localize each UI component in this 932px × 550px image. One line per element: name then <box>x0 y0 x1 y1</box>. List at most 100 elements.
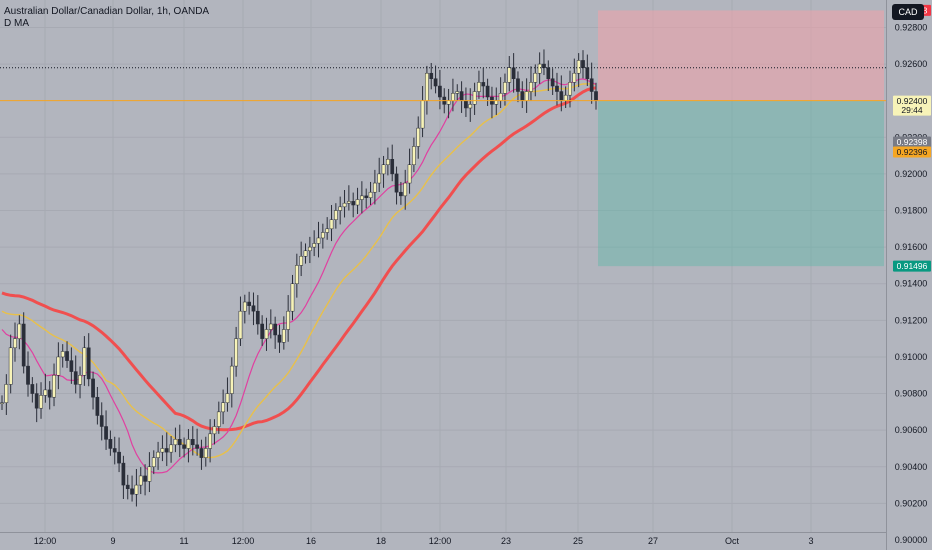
y-tick-label: 0.91400 <box>895 279 928 289</box>
candle-body <box>156 451 160 458</box>
candle-body <box>169 444 173 453</box>
candle-body <box>451 93 455 101</box>
horizontal-lines <box>0 67 886 102</box>
x-tick-label: 11 <box>179 536 188 546</box>
candle-body <box>65 351 69 361</box>
candle-body <box>190 439 195 446</box>
candle-body <box>307 246 312 252</box>
price-tag <box>893 95 931 116</box>
price-tag-countdown: 29:44 <box>901 105 923 115</box>
candle-body <box>334 210 338 220</box>
candle-body <box>494 100 499 105</box>
candle-body <box>21 323 26 367</box>
indicator-label: D MA <box>4 18 29 29</box>
price-tag-label: 0.92400 <box>897 96 928 106</box>
candle-body <box>0 402 4 404</box>
y-tick-label: 0.91200 <box>895 315 928 325</box>
stop-loss-zone <box>598 10 884 101</box>
moving-averages <box>1 78 597 474</box>
candle-body <box>264 329 269 339</box>
candle-body <box>26 365 30 385</box>
y-tick-label: 0.90600 <box>895 425 928 435</box>
x-tick-label: 9 <box>110 536 115 546</box>
candle-body <box>99 415 104 427</box>
candle-body <box>78 375 82 385</box>
candle-body <box>420 100 425 129</box>
candle-body <box>377 173 382 184</box>
candle-body <box>130 488 134 495</box>
candle-body <box>511 67 516 79</box>
candle-body <box>555 85 559 92</box>
candle-body <box>208 433 212 449</box>
candle-body <box>589 78 594 92</box>
candle-body <box>247 301 251 306</box>
candle-body <box>594 91 598 101</box>
candle-body <box>82 347 87 376</box>
candle-body <box>138 475 143 486</box>
candle-body <box>477 82 481 92</box>
y-tick-label: 0.92600 <box>895 59 928 69</box>
candle-body <box>4 384 9 403</box>
candle-body <box>524 91 529 101</box>
symbol-title: Australian Dollar/Canadian Dollar, 1h, O… <box>4 6 210 17</box>
candle-body <box>325 228 330 233</box>
price-tag <box>893 136 931 148</box>
x-tick-label: 12:00 <box>429 536 452 546</box>
candle-body <box>294 265 299 284</box>
candle-body <box>550 78 555 87</box>
candle-body <box>351 201 356 206</box>
candle-body <box>429 72 434 79</box>
candle-body <box>355 199 360 206</box>
candle-body <box>30 384 35 394</box>
y-tick-label: 0.90400 <box>895 462 928 472</box>
candle-body <box>529 82 533 92</box>
price-tag <box>893 260 931 272</box>
x-axis[interactable]: 12:00 9 11 12:00 16 18 12:00 23 25 27 Oct 3 <box>0 532 886 550</box>
candle-body <box>186 439 191 449</box>
candle-body <box>485 85 490 98</box>
candle-body <box>95 396 100 416</box>
candle-body <box>481 82 486 87</box>
candle-body <box>533 72 538 83</box>
y-tick-label: 0.91600 <box>895 242 928 252</box>
candle-body <box>199 448 204 458</box>
candle-body <box>386 159 390 165</box>
moving-average-line <box>1 83 597 459</box>
candle-body <box>498 93 503 101</box>
candle-body <box>39 395 43 409</box>
candle-body <box>342 202 347 208</box>
candle-body <box>238 310 243 339</box>
candle-body <box>347 201 351 204</box>
x-tick-label: 23 <box>501 536 511 546</box>
candle-body <box>286 310 291 330</box>
currency-button[interactable]: CAD <box>892 4 924 20</box>
y-tick-label: 0.90200 <box>895 498 928 508</box>
candle-body <box>34 393 39 409</box>
candle-body <box>69 360 74 372</box>
candle-body <box>563 94 568 101</box>
y-tick-label: 0.91800 <box>895 206 928 216</box>
candle-body <box>43 389 48 396</box>
x-tick-label: Oct <box>725 536 740 546</box>
candle-body <box>56 356 61 376</box>
candle-body <box>312 243 317 248</box>
candle-body <box>177 439 182 446</box>
candle-body <box>134 484 139 495</box>
candle-body <box>472 91 477 105</box>
candle-body <box>242 301 247 312</box>
candle-body <box>290 283 295 312</box>
y-axis[interactable]: 0.928000.926000.924000.922000.920000.918… <box>886 0 932 550</box>
candle-body <box>542 63 546 68</box>
candle-body <box>251 305 256 312</box>
candle-body <box>438 85 442 98</box>
y-tick-label: 0.91000 <box>895 352 928 362</box>
candle-body <box>277 334 282 343</box>
candle-body <box>104 426 108 440</box>
candle-body <box>537 63 542 74</box>
candle-body <box>260 323 264 339</box>
candle-body <box>203 448 208 458</box>
x-tick-label: 27 <box>648 536 658 546</box>
candle-body <box>338 206 343 211</box>
